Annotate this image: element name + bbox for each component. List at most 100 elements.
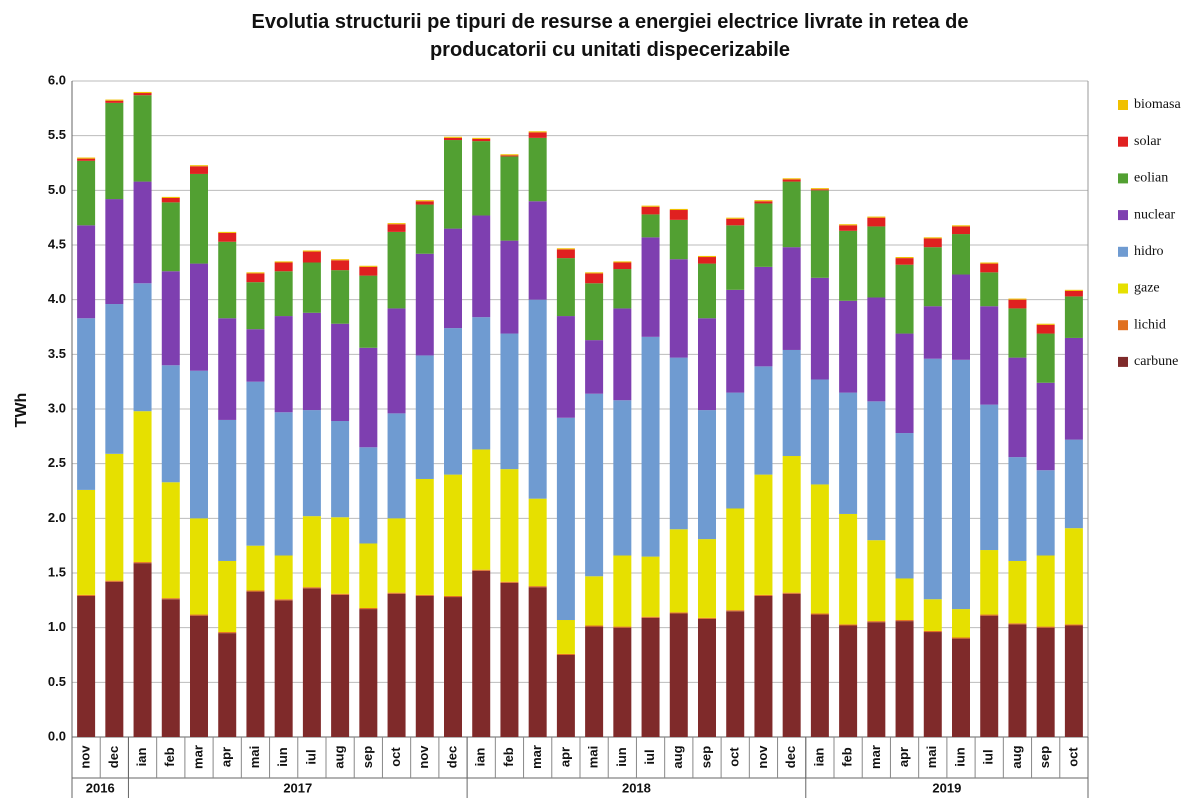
bar-segment — [161, 202, 180, 272]
bar-segment — [782, 592, 801, 594]
legend-swatch — [1118, 136, 1128, 147]
legend-label: biomasa — [1134, 97, 1181, 112]
x-tick-label: feb — [501, 747, 516, 767]
bar-segment — [952, 637, 970, 639]
bar-segment — [331, 260, 350, 271]
x-tick-label: mai — [247, 746, 262, 768]
bar-segment — [415, 594, 434, 596]
x-tick-label: ian — [811, 748, 826, 767]
legend-swatch — [1118, 246, 1128, 257]
bar-segment — [980, 615, 999, 737]
bar-segment — [782, 349, 801, 457]
x-tick-label: iun — [614, 747, 629, 767]
bar-segment — [810, 379, 829, 485]
bar-segment — [867, 622, 886, 737]
bar-segment — [246, 282, 265, 330]
bar-segment — [415, 253, 434, 356]
x-tick-label: ian — [473, 748, 488, 767]
bar-segment — [133, 95, 152, 182]
bar-segment — [923, 237, 942, 239]
bar-segment — [1008, 357, 1027, 458]
y-tick-label: 0.5 — [48, 674, 66, 689]
legend-label: nuclear — [1134, 207, 1176, 222]
y-tick-label: 3.5 — [48, 346, 66, 361]
bar-segment — [1008, 560, 1027, 624]
bar-segment — [726, 289, 745, 393]
bar-segment — [754, 201, 773, 204]
bar-segment — [472, 137, 491, 139]
x-tick-label: mai — [586, 746, 601, 768]
bar-segment — [274, 599, 293, 601]
bar-segment — [613, 261, 632, 263]
bar-segment — [952, 225, 970, 227]
legend-label: solar — [1134, 134, 1162, 149]
bar-segment — [867, 297, 886, 402]
x-tick-label: apr — [219, 747, 234, 767]
bar-segment — [726, 392, 745, 509]
bar-segment — [133, 283, 152, 412]
y-tick-label: 4.5 — [48, 236, 66, 251]
bar-segment — [1036, 324, 1055, 334]
bar-segment — [331, 594, 350, 737]
bar-segment — [952, 359, 970, 610]
bar-segment — [556, 620, 575, 654]
legend-swatch — [1118, 210, 1128, 221]
bar-segment — [641, 205, 660, 207]
x-tick-label: feb — [162, 747, 177, 767]
x-tick-label: oct — [727, 747, 742, 767]
bar-segment — [980, 263, 999, 273]
bar-segment — [246, 545, 265, 591]
bar-segment — [613, 262, 632, 270]
bar-segment — [952, 609, 970, 638]
bar-segment — [387, 231, 406, 309]
bar-segment — [726, 217, 745, 219]
bar-segment — [1036, 626, 1055, 628]
bar-segment — [500, 240, 519, 334]
bar-segment — [105, 580, 124, 582]
bar-segment — [444, 136, 462, 138]
bar-segment — [472, 570, 491, 737]
bar-segment — [810, 188, 829, 190]
bar-segment — [77, 595, 96, 737]
bar-segment — [161, 365, 180, 483]
bar-segment — [1008, 457, 1027, 561]
bar-segment — [895, 578, 914, 621]
bar-segment — [726, 508, 745, 611]
bar-segment — [613, 269, 632, 309]
bar-segment — [980, 272, 999, 307]
bar-segment — [754, 200, 773, 202]
bar-segment — [669, 357, 688, 530]
bar-segment — [500, 154, 519, 156]
bar-segment — [105, 99, 124, 101]
bar-segment — [754, 594, 773, 596]
bar-segment — [895, 433, 914, 579]
year-label: 2016 — [86, 780, 115, 795]
x-tick-label: aug — [332, 745, 347, 768]
bar-segment — [246, 329, 265, 382]
y-tick-label: 5.0 — [48, 182, 66, 197]
bar-segment — [867, 621, 886, 623]
legend-label: carbune — [1134, 354, 1178, 369]
bar-segment — [331, 593, 350, 595]
bar-segment — [302, 312, 321, 411]
bar-segment — [472, 317, 491, 450]
bar-segment — [923, 632, 942, 737]
bar-segment — [500, 156, 519, 241]
bar-segment — [528, 587, 547, 737]
bar-segment — [895, 264, 914, 334]
bar-segment — [839, 624, 858, 626]
bar-segment — [444, 328, 462, 475]
bar-segment — [387, 223, 406, 225]
bar-segment — [105, 581, 124, 737]
bar-segment — [472, 138, 491, 142]
bar-segment — [556, 417, 575, 621]
bar-segment — [585, 273, 604, 284]
bar-segment — [161, 599, 180, 737]
bar-segment — [161, 196, 180, 198]
bar-segment — [133, 181, 152, 284]
bar-segment — [556, 653, 575, 655]
bar-segment — [867, 226, 886, 298]
bar-segment — [274, 271, 293, 317]
bar-segment — [952, 638, 970, 737]
bar-segment — [77, 157, 96, 159]
